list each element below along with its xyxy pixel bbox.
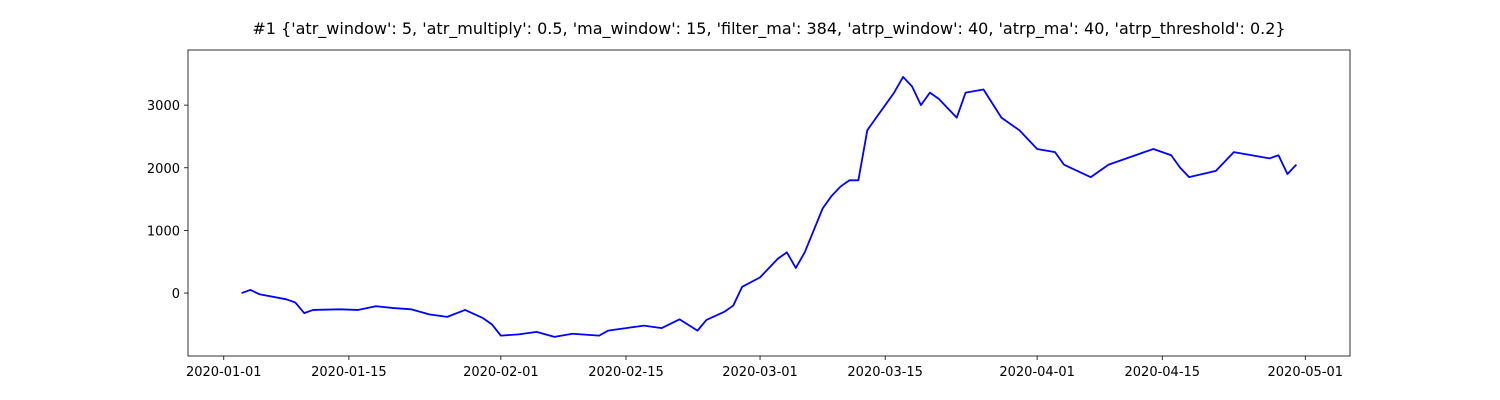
x-tick-label: 2020-02-01 <box>463 365 539 380</box>
x-tick-label: 2020-03-15 <box>847 365 923 380</box>
y-tick-label: 0 <box>172 287 180 302</box>
x-tick-label: 2020-05-01 <box>1268 365 1344 380</box>
plot-frame <box>187 49 1351 357</box>
y-tick-label: 1000 <box>147 224 180 239</box>
x-tick-label: 2020-01-15 <box>311 365 387 380</box>
y-tick-label: 3000 <box>147 99 180 114</box>
x-tick-label: 2020-03-01 <box>722 365 798 380</box>
x-tick-label: 2020-04-01 <box>999 365 1075 380</box>
data-line <box>241 76 1298 338</box>
y-tick-label: 2000 <box>147 162 180 177</box>
chart-title: #1 {'atr_window': 5, 'atr_multiply': 0.5… <box>252 19 1285 39</box>
x-tick-label: 2020-04-15 <box>1125 365 1201 380</box>
x-tick-label: 2020-01-01 <box>186 365 262 380</box>
x-tick-label: 2020-02-15 <box>588 365 664 380</box>
